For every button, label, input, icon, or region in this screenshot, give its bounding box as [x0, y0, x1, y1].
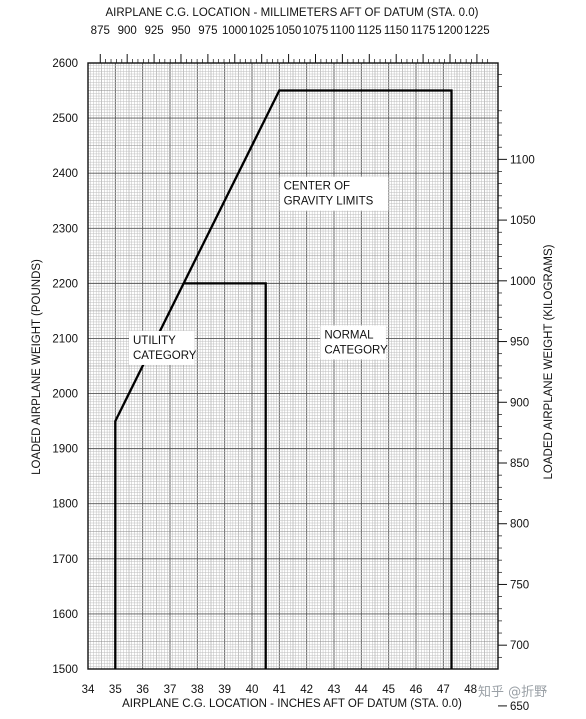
y2-tick-label: 950: [510, 337, 529, 349]
x-axis-title: AIRPLANE C.G. LOCATION - INCHES AFT OF D…: [122, 698, 462, 710]
x2-tick-label: 1175: [411, 25, 436, 37]
annotation-backdrop: [320, 325, 386, 360]
x2-tick-label: 1025: [249, 25, 275, 37]
x-tick-label: 47: [437, 684, 450, 696]
y-tick-label: 1700: [52, 554, 78, 566]
x2-tick-label: 1075: [303, 25, 329, 37]
x-tick-label: 39: [218, 684, 231, 696]
y2-tick-label: 850: [510, 458, 529, 470]
y2-tick-label: 1000: [510, 276, 536, 288]
x-tick-label: 46: [410, 684, 423, 696]
y2-tick-label: 750: [510, 579, 529, 591]
y2-tick-label: 650: [510, 701, 529, 713]
x2-tick-label: 875: [91, 25, 110, 37]
series-line-normal-category: [114, 89, 453, 669]
y-tick-label: 1500: [52, 664, 78, 676]
y-tick-label: 1900: [52, 444, 78, 456]
annotation-text: GRAVITY LIMITS: [284, 196, 374, 208]
x2-tick-label: 1050: [276, 25, 302, 37]
y2-tick-label: 1100: [510, 154, 535, 166]
x2-tick-label: 1150: [384, 25, 409, 37]
y-tick-label: 2600: [52, 58, 78, 70]
y-tick-label: 1800: [52, 499, 78, 511]
annotation-backdrop: [129, 330, 195, 365]
x2-tick-label: 975: [198, 25, 217, 37]
y2-tick-label: 1050: [510, 215, 536, 227]
x-tick-label: 48: [464, 684, 477, 696]
annotation-backdrop: [279, 176, 389, 211]
y-tick-label: 2500: [52, 113, 78, 125]
y-tick-label: 2200: [52, 278, 78, 290]
x2-tick-label: 1200: [437, 25, 463, 37]
x-tick-label: 45: [382, 684, 395, 696]
series-line-utility-category: [183, 282, 267, 669]
annotation-text: CENTER OF: [284, 181, 350, 193]
x2-tick-label: 1100: [330, 25, 355, 37]
annotation-text: CATEGORY: [133, 350, 197, 362]
x2-tick-label: 900: [118, 25, 137, 37]
y-axis-title: LOADED AIRPLANE WEIGHT (POUNDS): [31, 259, 43, 475]
x2-tick-label: 1225: [464, 25, 490, 37]
x-tick-label: 43: [328, 684, 341, 696]
annotation-text: NORMAL: [324, 329, 374, 341]
x-tick-label: 42: [300, 684, 313, 696]
x2-axis-title: AIRPLANE C.G. LOCATION - MILLIMETERS AFT…: [106, 7, 479, 19]
x2-tick-label: 950: [171, 25, 190, 37]
y2-tick-label: 700: [510, 640, 529, 652]
x-tick-label: 40: [246, 684, 259, 696]
annotations: CENTER OF GRAVITY LIMITS UTILITY CATEGORY NO…: [129, 176, 389, 365]
x2-tick-label: 1000: [222, 25, 248, 37]
annotation-text: CATEGORY: [324, 344, 388, 356]
x-tick-label: 37: [164, 684, 177, 696]
y-tick-label: 2400: [52, 168, 78, 180]
x-tick-label: 36: [136, 684, 149, 696]
y2-tick-label: 900: [510, 397, 529, 409]
y-tick-label: 2000: [52, 389, 78, 401]
y2-axis-title: LOADED AIRPLANE WEIGHT (KILOGRAMS): [543, 244, 555, 479]
x-tick-label: 38: [191, 684, 204, 696]
x-tick-label: 44: [355, 684, 368, 696]
watermark: 知乎 @折野: [478, 684, 547, 700]
grid: [87, 62, 499, 670]
y-tick-label: 2100: [52, 333, 78, 345]
x2-tick-label: 1125: [357, 25, 382, 37]
y-tick-label: 2300: [52, 223, 78, 235]
ticks: 34 35 36 37 38 39 40 41 42 43 44 45 46 47 48 1500 1600 17…: [52, 25, 535, 713]
x-tick-label: 34: [82, 684, 95, 696]
x-tick-label: 41: [273, 684, 286, 696]
y-tick-label: 1600: [52, 609, 78, 621]
x-tick-label: 35: [109, 684, 122, 696]
series-layer: [114, 89, 453, 669]
annotation-text: UTILITY: [133, 335, 176, 347]
x2-tick-label: 925: [144, 25, 163, 37]
y2-tick-label: 800: [510, 519, 529, 531]
